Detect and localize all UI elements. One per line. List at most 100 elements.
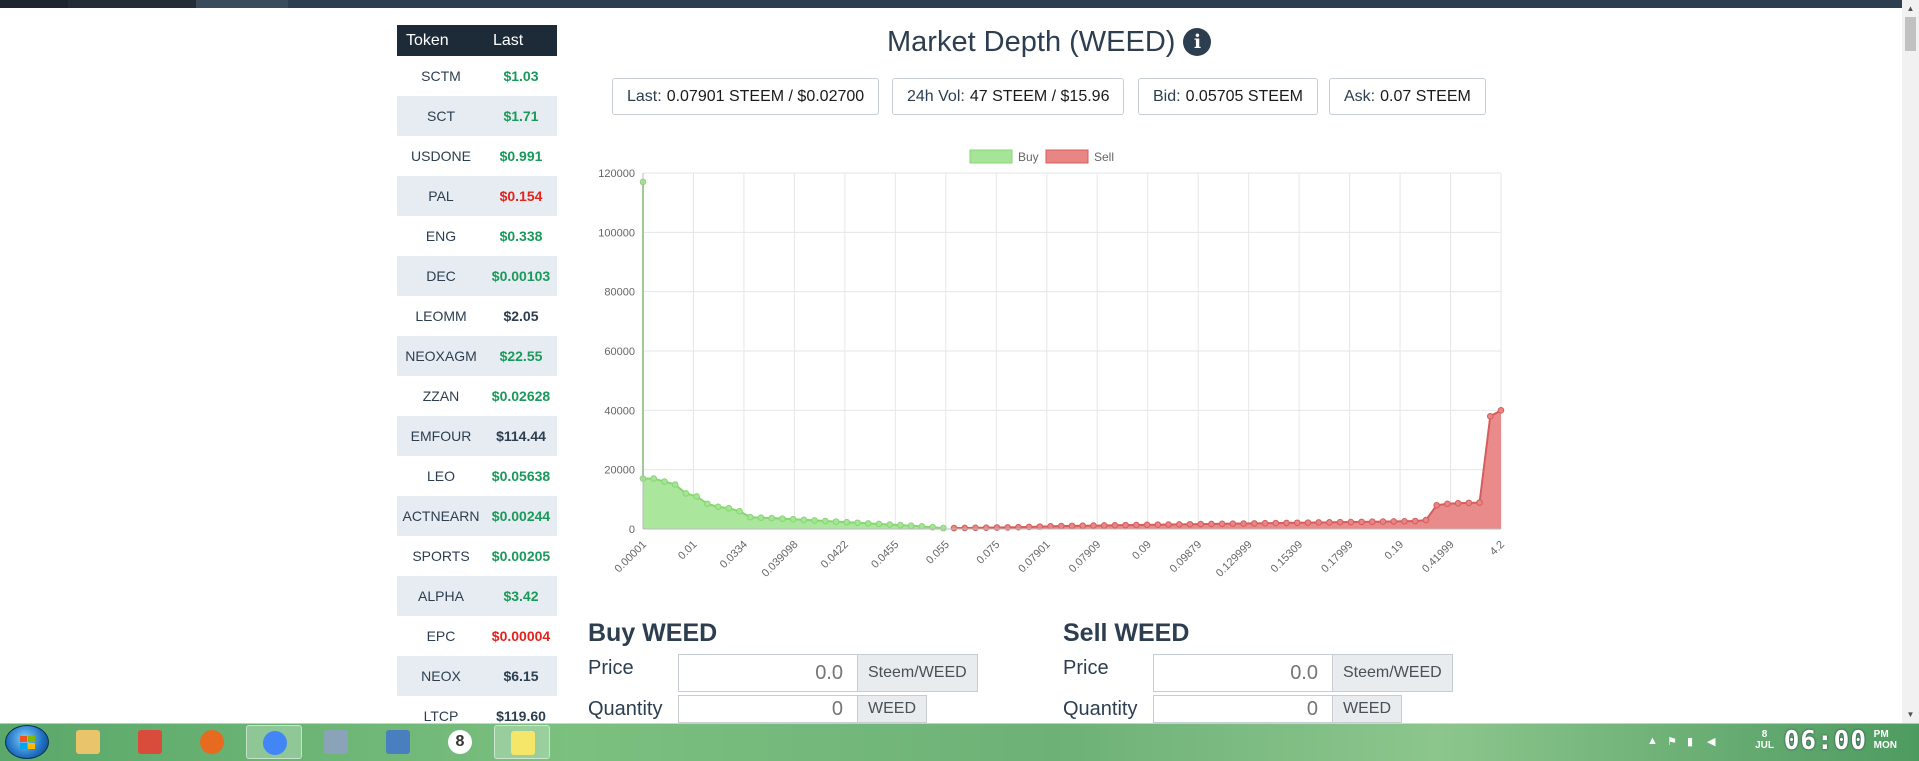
taskbar-app-button[interactable] <box>308 725 364 759</box>
last-column-header: Last <box>493 31 524 49</box>
sell-data-point <box>1390 518 1398 525</box>
scroll-down-arrow-icon[interactable]: ▼ <box>1906 710 1915 719</box>
token-last-price: $119.60 <box>496 708 546 723</box>
buy-data-point <box>843 518 851 526</box>
scrollbar-thumb[interactable] <box>1905 17 1916 51</box>
token-row[interactable]: ALPHA $3.42 <box>397 576 557 616</box>
token-last-price: $0.00004 <box>491 628 551 644</box>
flag-quad <box>20 736 27 742</box>
scroll-up-arrow-icon[interactable]: ▲ <box>1906 4 1915 13</box>
token-table-header: Token Last <box>397 25 557 56</box>
sell-quantity-unit: WEED <box>1333 695 1402 723</box>
buy-series-line <box>642 181 944 530</box>
sell-data-point <box>1057 522 1065 530</box>
x-tick-label: 0.09879 <box>1168 539 1205 576</box>
token-last-price: $1.03 <box>503 68 539 84</box>
taskbar-app-button[interactable] <box>60 725 116 759</box>
sell-data-point <box>1347 518 1355 526</box>
taskbar-app-button[interactable]: 8 <box>432 725 488 759</box>
buy-data-point <box>864 520 872 527</box>
browser-top-bar <box>0 0 1919 8</box>
buy-data-point <box>779 515 786 522</box>
token-row[interactable]: EPC $0.00004 <box>397 616 557 656</box>
token-name: EPC <box>426 628 456 644</box>
sell-price-label: Price <box>1063 657 1109 679</box>
x-tick-label: 0.0422 <box>819 539 851 571</box>
token-row[interactable]: ACTNEARN $0.00244 <box>397 496 557 536</box>
clock-time[interactable]: 06:00 <box>1783 726 1867 756</box>
sell-data-point <box>1422 516 1430 524</box>
token-last-price: $0.02628 <box>491 388 551 404</box>
windows-start-icon[interactable] <box>5 725 49 759</box>
sell-data-point <box>1336 518 1344 526</box>
show-hidden-icons-icon[interactable]: ▲ <box>1647 735 1658 747</box>
sell-data-point <box>1272 519 1280 527</box>
sell-data-point <box>1326 519 1333 526</box>
top-bar-segment <box>196 0 288 8</box>
buy-quantity-input[interactable] <box>678 695 858 723</box>
token-name: ZZAN <box>422 388 460 404</box>
sell-data-point <box>1229 520 1237 527</box>
sell-data-point <box>1251 520 1258 527</box>
token-row[interactable]: EMFOUR $114.44 <box>397 416 557 456</box>
token-row[interactable]: USDONE $0.991 <box>397 136 557 176</box>
sell-data-point <box>1208 520 1215 528</box>
action-center-flag-icon[interactable]: ⚑ <box>1667 736 1677 748</box>
volume-icon[interactable]: ◀ <box>1707 736 1716 748</box>
sell-quantity-input[interactable] <box>1153 695 1333 723</box>
taskbar-app-button[interactable] <box>184 725 240 759</box>
buy-price-label: Price <box>588 657 634 679</box>
sell-data-point <box>1122 521 1129 529</box>
token-row[interactable]: ZZAN $0.02628 <box>397 376 557 416</box>
sell-price-input[interactable] <box>1153 654 1333 692</box>
page-scrollbar[interactable]: ▲ ▼ <box>1902 0 1919 723</box>
taskbar-app-button[interactable] <box>494 725 550 759</box>
taskbar-app-button[interactable] <box>122 725 178 759</box>
token-row[interactable]: NEOX $6.15 <box>397 656 557 696</box>
token-row[interactable]: LEOMM $2.05 <box>397 296 557 336</box>
token-last-price: $0.991 <box>499 148 543 164</box>
token-name: NEOXAGM <box>405 348 477 364</box>
sell-data-point <box>1090 522 1097 529</box>
token-row[interactable]: LTCP $119.60 <box>397 696 557 723</box>
buy-data-point <box>736 507 743 515</box>
token-last-price: $0.338 <box>499 228 543 244</box>
buy-data-point <box>886 521 893 528</box>
buy-data-point <box>907 522 915 530</box>
token-row[interactable]: PAL $0.154 <box>397 176 557 216</box>
stat-label: 24h Vol: <box>907 87 965 105</box>
token-row[interactable]: SPORTS $0.00205 <box>397 536 557 576</box>
flag-quad <box>28 736 35 742</box>
x-tick-label: 0.01 <box>676 539 700 563</box>
token-row[interactable]: ENG $0.338 <box>397 216 557 256</box>
token-name: ENG <box>425 228 457 244</box>
x-tick-label: 0.07901 <box>1016 539 1053 576</box>
network-icon[interactable]: ▮ <box>1687 736 1694 748</box>
x-tick-label: 0.07909 <box>1067 539 1104 576</box>
sell-data-point <box>1261 519 1269 527</box>
y-tick-label: 0 <box>629 524 635 536</box>
taskbar-app-button[interactable] <box>246 725 302 759</box>
token-name: ALPHA <box>418 588 464 604</box>
token-name: NEOX <box>421 668 461 684</box>
token-row[interactable]: NEOXAGM $22.55 <box>397 336 557 376</box>
token-last-price: $22.55 <box>499 348 543 364</box>
top-bar-segment <box>0 0 68 8</box>
x-tick-label: 0.15309 <box>1269 539 1306 576</box>
clock-date[interactable]: 8 JUL <box>1755 729 1774 751</box>
token-row[interactable]: DEC $0.00103 <box>397 256 557 296</box>
buy-data-point <box>918 523 926 530</box>
token-row[interactable]: SCT $1.71 <box>397 96 557 136</box>
buy-price-input[interactable] <box>678 654 858 692</box>
sell-data-point <box>1025 523 1033 531</box>
sell-data-point <box>1379 518 1387 525</box>
token-row[interactable]: LEO $0.05638 <box>397 456 557 496</box>
token-row[interactable]: SCTM $1.03 <box>397 56 557 96</box>
token-last-price: $0.05638 <box>491 468 551 484</box>
taskbar-app-button[interactable] <box>370 725 426 759</box>
token-name: SCT <box>427 108 455 124</box>
info-icon[interactable]: i <box>1183 28 1212 56</box>
buy-data-point <box>854 519 861 527</box>
ask-stat: Ask: 0.07 STEEM <box>1329 78 1486 115</box>
buy-data-point <box>682 490 690 497</box>
